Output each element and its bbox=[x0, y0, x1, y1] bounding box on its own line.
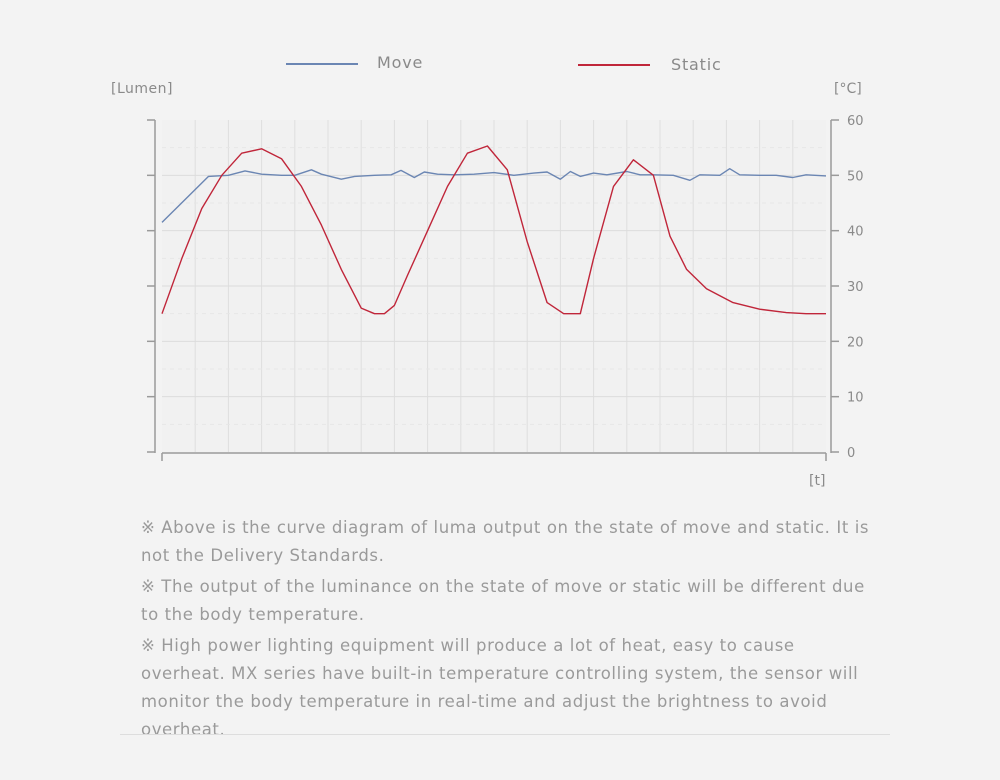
legend-label-static: Static bbox=[671, 55, 722, 74]
chart-legend: Move Static bbox=[286, 53, 722, 74]
y-right-tick-label: 30 bbox=[847, 280, 864, 295]
chart-svg: Move Static [Lumen] [°C] [t] 0 10 20 30 40 50… bbox=[111, 53, 864, 489]
bottom-divider bbox=[120, 734, 890, 735]
series-line-static bbox=[161, 145, 826, 315]
y-left-unit-label: [Lumen] bbox=[111, 81, 173, 97]
y-right-tick-label: 60 bbox=[847, 114, 864, 129]
chart-axes bbox=[147, 119, 839, 461]
chart-series-layer bbox=[161, 145, 827, 315]
series-line-move bbox=[161, 168, 827, 223]
y-right-tick-label: 20 bbox=[847, 335, 864, 350]
luma-temperature-chart: Move Static [Lumen] [°C] [t] 0 10 20 30 40 50… bbox=[111, 53, 864, 489]
note-2: ※ The output of the luminance on the sta… bbox=[141, 577, 865, 624]
y-right-tick-label: 10 bbox=[847, 391, 864, 406]
y-right-tick-labels: 0 10 20 30 40 50 60 bbox=[847, 114, 864, 461]
y-right-unit-label: [°C] bbox=[834, 81, 862, 97]
legend-label-move: Move bbox=[377, 53, 423, 72]
note-3: ※ High power lighting equipment will pro… bbox=[141, 636, 859, 739]
note-1: ※ Above is the curve diagram of luma out… bbox=[141, 518, 870, 565]
y-right-tick-label: 0 bbox=[847, 446, 855, 461]
y-right-tick-label: 40 bbox=[847, 225, 864, 240]
x-unit-label: [t] bbox=[809, 473, 825, 489]
notes-section: ※ Above is the curve diagram of luma out… bbox=[141, 514, 871, 747]
chart-grid bbox=[162, 120, 826, 452]
y-right-tick-label: 50 bbox=[847, 169, 864, 184]
